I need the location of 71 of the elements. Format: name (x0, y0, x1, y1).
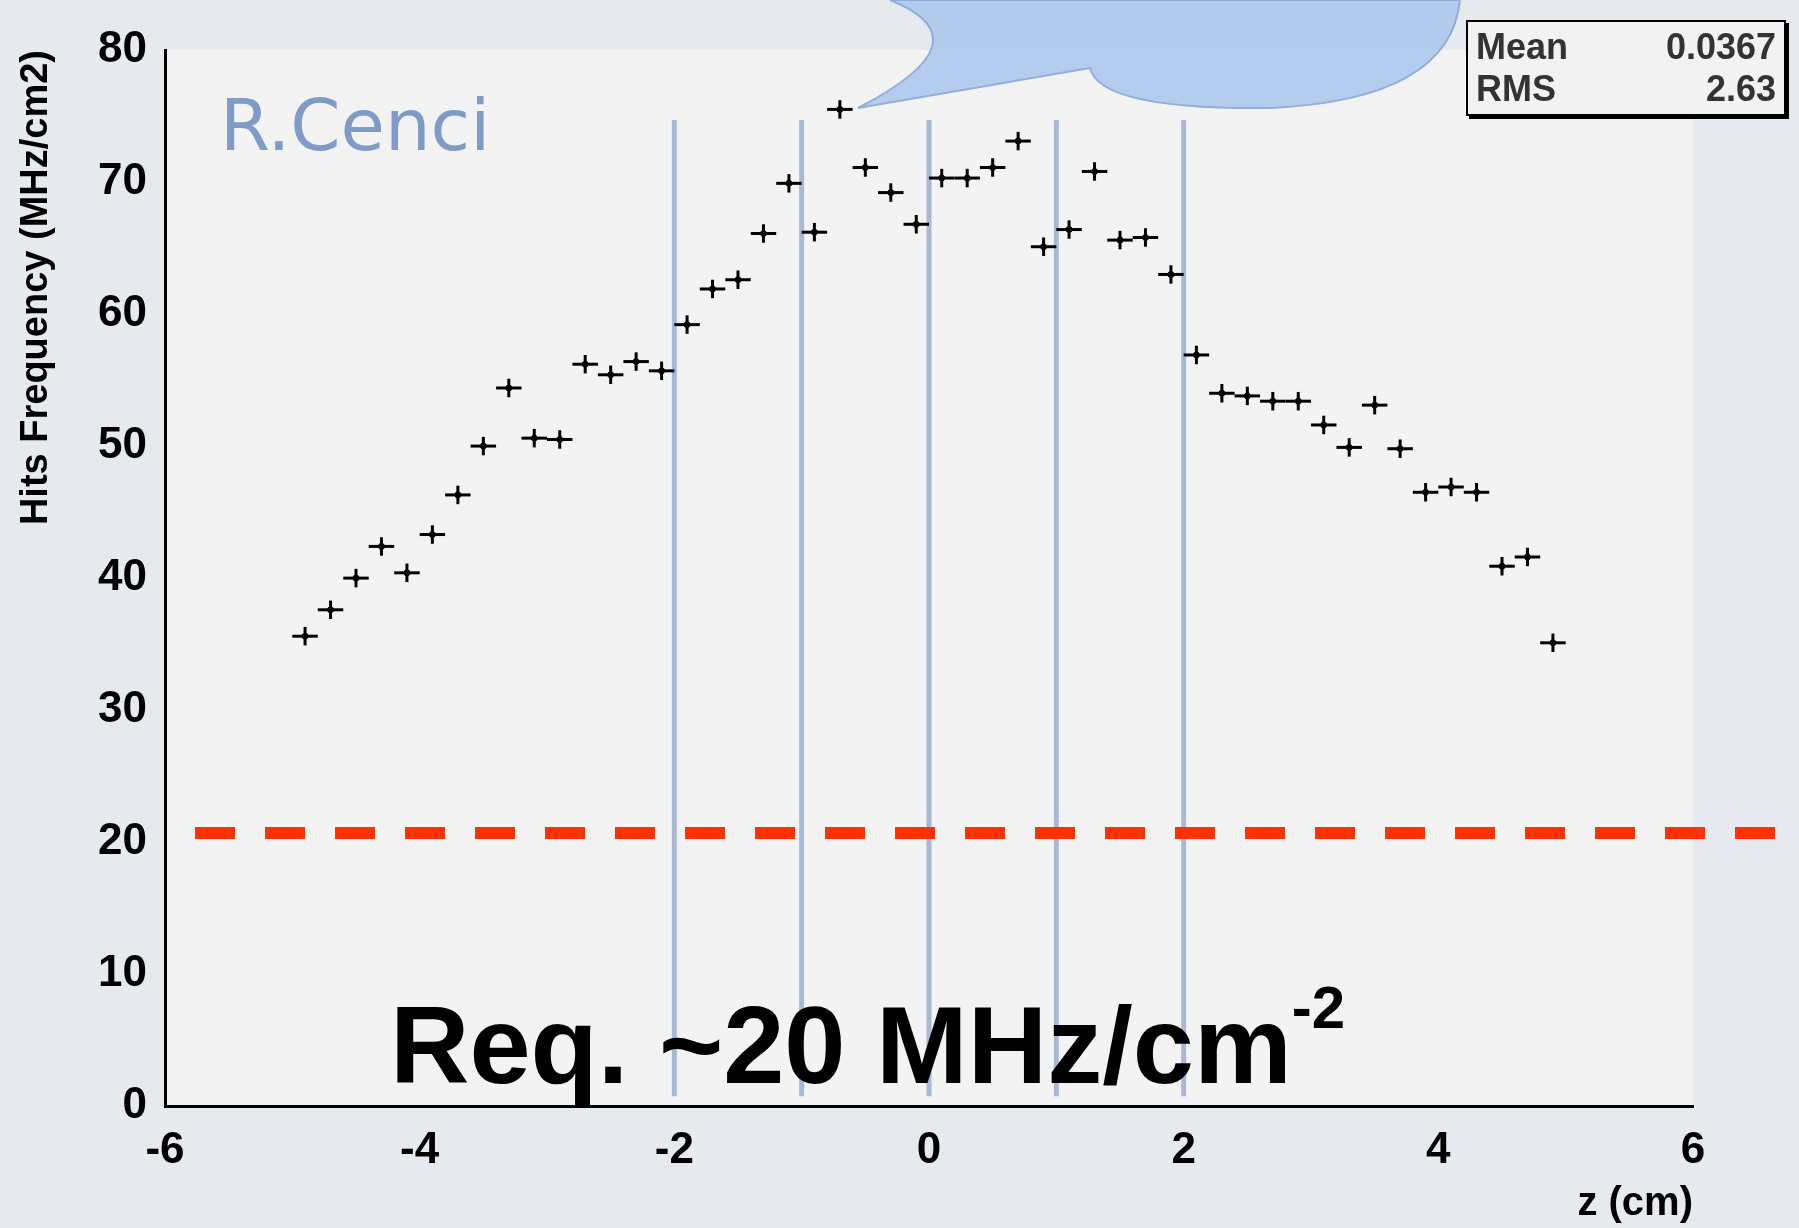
point (479, 442, 487, 450)
point (1141, 233, 1149, 241)
point (759, 230, 767, 238)
point (1396, 445, 1404, 453)
point (1116, 236, 1124, 244)
point (1192, 351, 1200, 359)
point (1091, 167, 1099, 175)
point (327, 606, 335, 614)
y-tick-label: 30 (98, 682, 147, 732)
point (1218, 389, 1226, 397)
y-tick-label: 20 (98, 814, 147, 864)
point (658, 367, 666, 375)
point (1243, 392, 1251, 400)
point (963, 174, 971, 182)
point (1447, 483, 1455, 491)
point (632, 358, 640, 366)
point (683, 321, 691, 329)
point (836, 105, 844, 113)
point (989, 164, 997, 171)
point (1371, 401, 1379, 409)
point (530, 434, 538, 442)
text: Mean 0.0367 (1476, 26, 1776, 67)
x-axis-title: z (cm) (1577, 1179, 1693, 1224)
point (1422, 488, 1430, 496)
point (1523, 553, 1531, 561)
x-tick-label: 4 (1426, 1122, 1452, 1172)
point (556, 435, 564, 443)
point (938, 174, 946, 182)
point (1014, 137, 1022, 145)
point (1065, 226, 1073, 234)
y-tick-label: 0 (122, 1078, 147, 1128)
y-tick-label: 50 (98, 418, 147, 468)
point (403, 569, 411, 577)
point (377, 542, 385, 550)
x-tick-label: 2 (1171, 1122, 1196, 1172)
point (1345, 443, 1353, 451)
point (912, 220, 920, 228)
point (607, 371, 615, 379)
x-tick-label: 6 (1680, 1122, 1706, 1172)
y-tick-label: 80 (98, 22, 147, 72)
point (1269, 397, 1277, 405)
point (1549, 639, 1557, 647)
x-tick-label: -2 (654, 1122, 694, 1172)
point (1167, 270, 1175, 278)
point (352, 574, 360, 582)
point (1320, 421, 1328, 429)
point (887, 189, 895, 197)
point (1473, 488, 1481, 496)
y-tick-label: 60 (98, 286, 147, 336)
point (1498, 562, 1506, 570)
point (785, 179, 793, 187)
point (810, 228, 818, 236)
point (454, 491, 462, 499)
y-tick-label: 40 (98, 550, 147, 600)
point (734, 276, 742, 284)
point (861, 164, 869, 171)
point (1294, 397, 1302, 405)
x-tick-label: -6 (145, 1122, 185, 1172)
point (301, 632, 309, 640)
x-tick-label: -4 (400, 1122, 440, 1172)
point (505, 384, 513, 392)
y-tick-label: 10 (98, 946, 147, 996)
point (709, 285, 717, 293)
text: RMS 2.63 (1476, 68, 1776, 109)
point (428, 531, 436, 539)
x-tick-label: 0 (916, 1122, 942, 1172)
point (1040, 243, 1048, 251)
y-tick-label: 70 (98, 154, 147, 204)
annotation: R.Cenci (220, 83, 491, 167)
y-axis-title: Hits Frequency (MHz/cm2) (13, 50, 56, 526)
point (581, 360, 589, 368)
